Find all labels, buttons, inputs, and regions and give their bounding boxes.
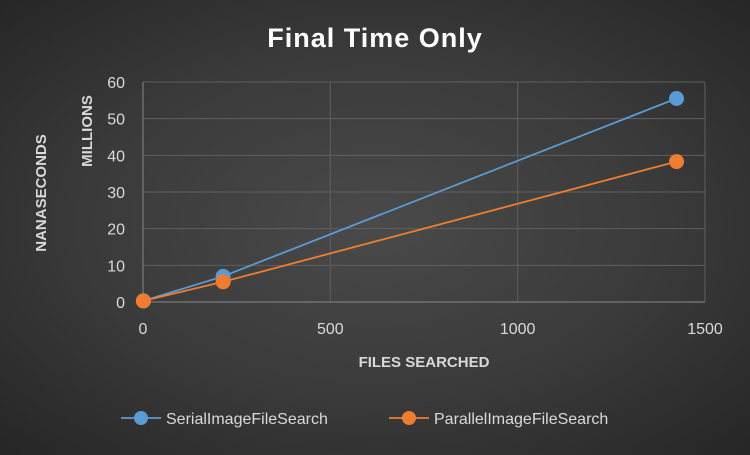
y-axis-unit-label: MILLIONS <box>79 95 96 167</box>
y-tick-label: 20 <box>107 222 125 239</box>
y-axis-label: NANASECONDS <box>33 134 50 252</box>
x-axis-label: FILES SEARCHED <box>359 354 490 371</box>
axes: 0 10 20 30 40 50 60 0 500 1000 1500 <box>107 75 723 338</box>
x-tick-label: 500 <box>317 321 344 338</box>
data-point-parallel <box>215 274 231 290</box>
x-tick-label: 0 <box>139 321 148 338</box>
y-tick-label: 0 <box>116 295 125 312</box>
y-tick-label: 30 <box>107 185 125 202</box>
data-point-parallel <box>135 293 151 309</box>
data-point-serial <box>669 91 685 106</box>
legend-marker-parallel <box>402 411 416 425</box>
y-tick-label: 60 <box>107 75 125 92</box>
series-layer <box>135 91 685 309</box>
y-tick-label: 50 <box>107 112 125 129</box>
legend-label-parallel: ParallelImageFileSearch <box>434 411 608 428</box>
x-tick-label: 1000 <box>500 321 536 338</box>
legend-label-serial: SerialImageFileSearch <box>166 411 328 428</box>
grid <box>143 81 706 302</box>
legend-marker-serial <box>134 411 148 425</box>
y-tick-label: 10 <box>107 258 125 275</box>
x-tick-label: 1500 <box>687 321 723 338</box>
legend: SerialImageFileSearch ParallelImageFileS… <box>121 411 608 428</box>
data-point-parallel <box>669 154 685 170</box>
chart-title: Final Time Only <box>267 23 483 53</box>
y-tick-label: 40 <box>107 148 125 165</box>
